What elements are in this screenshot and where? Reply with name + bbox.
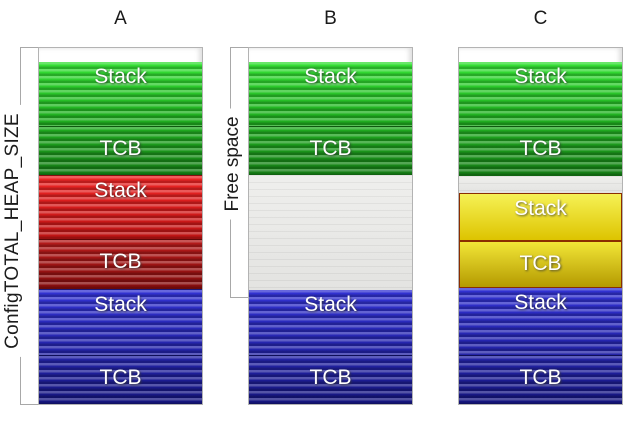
segment-b-blue-stack: Stack [249, 290, 412, 355]
segment-label: TCB [519, 366, 562, 389]
column-c-bar: Stack TCB Stack TCB Stack TCB [458, 47, 623, 405]
segment-c-green-stack: Stack [459, 62, 622, 126]
segment-label: Stack [514, 197, 567, 220]
segment-c-free-gap [459, 176, 622, 193]
column-b-header: B [324, 8, 337, 29]
segment-a-blue-stack: Stack [39, 289, 202, 355]
free-space-label: Free space [220, 108, 246, 220]
heap-size-label: ConfigTOTAL_HEAP_SIZE [0, 105, 26, 357]
segment-label: TCB [99, 250, 142, 273]
segment-a-red-stack: Stack [39, 175, 202, 239]
segment-a-blue-tcb: TCB [39, 355, 202, 404]
segment-a-green-stack: Stack [39, 62, 202, 126]
segment-a-red-tcb: TCB [39, 239, 202, 289]
segment-b-green-stack: Stack [249, 62, 412, 126]
segment-label: TCB [309, 366, 352, 389]
segment-c-green-tcb: TCB [459, 126, 622, 176]
segment-c-yellow-tcb: TCB [459, 241, 622, 288]
segment-c-yellow-stack: Stack [459, 193, 622, 241]
segment-label: TCB [519, 252, 562, 275]
segment-b-free-space [249, 175, 412, 290]
segment-b-green-tcb: TCB [249, 126, 412, 175]
segment-label: Stack [94, 179, 147, 202]
segment-label: Stack [94, 65, 147, 88]
column-b-bar: Stack TCB Stack TCB [248, 47, 413, 405]
segment-label: Stack [304, 293, 357, 316]
segment-label: Stack [514, 291, 567, 314]
column-a-bar: Stack TCB Stack TCB Stack TCB [38, 47, 203, 405]
segment-label: TCB [99, 137, 142, 160]
column-a-header: A [114, 8, 127, 29]
segment-label: Stack [304, 65, 357, 88]
column-c-header: C [533, 8, 548, 29]
segment-c-blue-tcb: TCB [459, 355, 622, 404]
segment-label: Stack [514, 65, 567, 88]
segment-label: Stack [94, 293, 147, 316]
segment-label: TCB [519, 137, 562, 160]
segment-a-green-tcb: TCB [39, 126, 202, 175]
segment-b-blue-tcb: TCB [249, 355, 412, 404]
segment-label: TCB [99, 366, 142, 389]
segment-c-blue-stack: Stack [459, 288, 622, 355]
segment-label: TCB [309, 137, 352, 160]
